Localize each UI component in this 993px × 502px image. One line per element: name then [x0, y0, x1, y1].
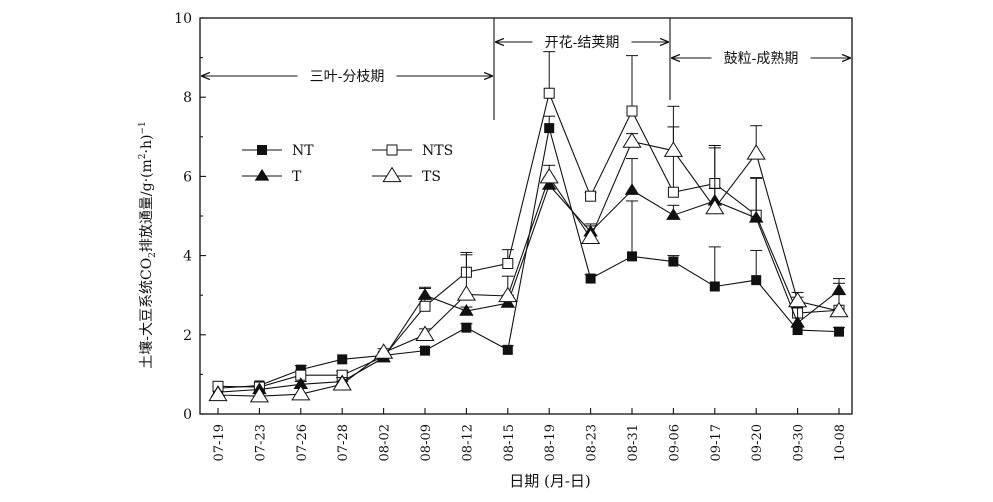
data-point-t: [459, 303, 474, 316]
y-axis-label-superscript: −1: [138, 121, 148, 134]
series-line-nt: [217, 127, 840, 389]
legend-marker: [382, 166, 402, 183]
x-tick-label: 07-26: [295, 424, 310, 461]
series-line-t: [217, 184, 840, 393]
x-tick-label: 07-28: [336, 424, 351, 461]
data-point-ts: [415, 325, 435, 341]
y-tick-label: 10: [174, 11, 192, 27]
y-axis-label-superscript-2: 2: [138, 153, 148, 159]
data-point-nt: [668, 256, 679, 267]
legend-label: T: [292, 169, 302, 185]
data-point-nt: [627, 251, 637, 262]
y-tick-label: 8: [183, 90, 192, 106]
data-point-nts: [667, 186, 679, 198]
data-point-nts: [585, 190, 597, 202]
data-point-t: [417, 288, 433, 300]
data-point-nts: [502, 258, 514, 270]
data-point-nt: [585, 273, 596, 284]
data-point-t: [790, 315, 805, 328]
y-tick-label: 6: [183, 169, 192, 185]
data-point-t: [624, 183, 640, 195]
data-point-ts: [705, 198, 725, 215]
legend-marker: [254, 168, 270, 181]
x-tick-label: 08-02: [378, 424, 393, 461]
x-tick-label: 07-23: [253, 424, 268, 461]
legend-label: NT: [292, 143, 314, 159]
y-tick-label: 2: [183, 328, 192, 344]
data-point-t: [666, 208, 681, 220]
data-point-ts: [498, 286, 518, 303]
data-point-nt: [834, 326, 844, 337]
series-line-nts: [217, 91, 840, 388]
series-group: [208, 51, 849, 403]
legend-label: TS: [422, 169, 441, 185]
series-t: [210, 145, 847, 397]
data-point-ts: [622, 132, 642, 148]
y-tick-label: 0: [183, 407, 192, 423]
x-tick-label: 09-06: [667, 424, 682, 461]
y-axis-label-prefix: 土壤-大豆系统CO: [138, 258, 155, 369]
data-point-nt: [544, 123, 555, 134]
x-tick-label: 08-15: [502, 424, 517, 461]
x-tick-label: 08-19: [543, 424, 558, 461]
x-tick-label: 08-12: [460, 424, 475, 461]
x-axis-label: 日期 (月-日): [509, 472, 591, 490]
data-point-ts: [539, 167, 559, 184]
x-tick-label: 08-31: [626, 424, 641, 461]
data-point-ts: [746, 144, 766, 160]
legend: NT NTS T TS: [242, 143, 453, 185]
data-point-nts: [543, 87, 555, 99]
data-point-nt: [461, 322, 472, 333]
data-point-ts: [291, 384, 311, 401]
data-point-nt: [709, 281, 720, 292]
legend-label: NTS: [422, 143, 453, 159]
x-tick-label: 09-20: [750, 424, 765, 461]
y-tick-label: 4: [183, 249, 192, 265]
data-point-nt: [337, 354, 348, 365]
data-point-t: [748, 210, 764, 223]
series-ts: [208, 105, 849, 403]
x-tick-label: 07-19: [212, 424, 227, 461]
y-axis-label-subscript: 2: [148, 252, 158, 258]
data-point-nts: [419, 300, 431, 312]
x-axis-ticks: 07-19 07-23 07-26 07-28 08-02 08-09 08-12 08-15…: [212, 408, 848, 461]
data-point-ts: [374, 343, 394, 359]
data-point-ts: [788, 291, 808, 308]
data-point-ts: [249, 386, 269, 403]
x-tick-label: 08-23: [585, 424, 600, 461]
legend-marker: [257, 145, 267, 155]
data-point-ts: [663, 141, 683, 157]
x-tick-label: 09-17: [709, 424, 724, 461]
x-tick-label: 09-30: [792, 424, 807, 461]
y-axis-label: 土壤-大豆系统CO2排放通量/g·(m2·h)−1: [138, 121, 158, 368]
data-point-ts: [581, 228, 601, 244]
y-axis-label-dot: ·h): [139, 135, 155, 154]
data-point-nts: [626, 105, 638, 117]
y-axis-ticks: 0 2 4 6 8 10: [174, 11, 206, 423]
legend-marker: [386, 144, 398, 156]
data-point-nt: [420, 345, 430, 356]
y-axis-label-mid: 排放通量/g·(m: [139, 159, 155, 252]
data-point-nt: [751, 275, 762, 286]
x-tick-label: 10-08: [833, 424, 848, 461]
data-point-ts: [456, 285, 476, 301]
phase-label: 三叶-分枝期: [310, 69, 385, 85]
phase-label: 开花-结荚期: [545, 34, 620, 51]
data-point-nt: [502, 344, 513, 355]
data-point-ts: [829, 301, 849, 318]
phase-label: 鼓粒-成熟期: [724, 51, 799, 67]
data-point-ts: [332, 374, 352, 391]
x-tick-label: 08-09: [419, 424, 434, 461]
data-point-ts: [208, 385, 228, 402]
series-line-ts: [217, 140, 840, 397]
